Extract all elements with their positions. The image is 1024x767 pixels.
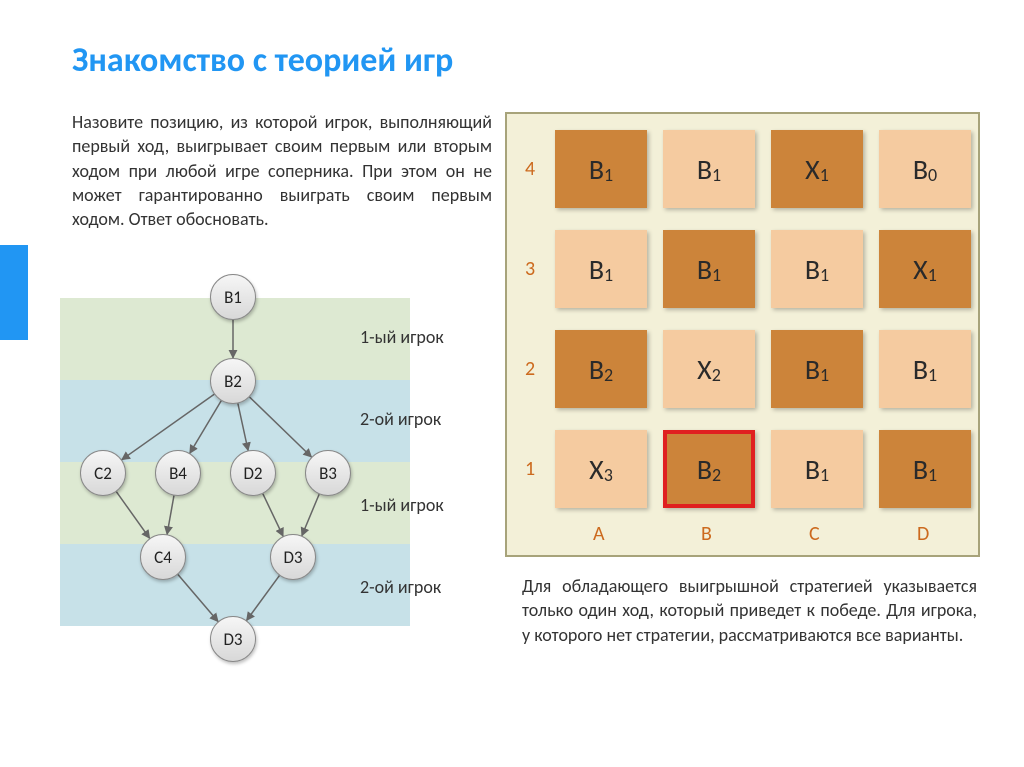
game-board: 4321ABCDB1B1X1B0B1B1B1X1B2X2B1B1X3B2B1B1: [505, 112, 980, 557]
board-cell: B2: [555, 330, 647, 408]
tree-edges: [60, 298, 500, 718]
board-cell: B1: [771, 230, 863, 308]
cell-subscript: 2: [712, 464, 721, 486]
tree-node: C2: [80, 450, 126, 496]
tree-node: C4: [140, 534, 186, 580]
cell-main: X: [805, 152, 820, 187]
col-label: A: [593, 522, 605, 546]
board-cell: B1: [879, 330, 971, 408]
board-cell: B1: [663, 130, 755, 208]
col-label: B: [701, 522, 712, 546]
tree-node: D3: [210, 616, 256, 662]
cell-main: B: [589, 352, 604, 387]
col-label: C: [809, 522, 820, 546]
tree-node: D3: [270, 534, 316, 580]
cell-subscript: 1: [820, 164, 829, 186]
col-label: D: [917, 522, 929, 546]
cell-subscript: 1: [820, 464, 829, 486]
board-cell: B1: [879, 430, 971, 508]
page-title: Знакомство с теорией игр: [72, 40, 453, 81]
cell-subscript: 3: [604, 464, 613, 486]
cell-subscript: 0: [928, 164, 937, 186]
tree-node: B1: [210, 274, 256, 320]
cell-main: B: [589, 152, 604, 187]
board-cell: B1: [555, 230, 647, 308]
cell-subscript: 1: [928, 264, 937, 286]
cell-subscript: 2: [604, 364, 613, 386]
board-cell: B1: [555, 130, 647, 208]
cell-main: B: [697, 152, 712, 187]
board-cell: B1: [663, 230, 755, 308]
row-label: 2: [525, 357, 535, 381]
cell-main: B: [805, 252, 820, 287]
row-label: 4: [525, 157, 535, 181]
cell-subscript: 1: [928, 464, 937, 486]
row-label: 3: [525, 257, 535, 281]
cell-main: B: [805, 452, 820, 487]
board-cell: B2: [663, 430, 755, 508]
board-cell: X1: [771, 130, 863, 208]
cell-main: X: [697, 352, 712, 387]
cell-subscript: 2: [712, 364, 721, 386]
cell-main: B: [805, 352, 820, 387]
bottom-paragraph: Для обладающего выигрышной стратегией ук…: [522, 574, 977, 647]
cell-subscript: 1: [820, 264, 829, 286]
cell-main: B: [697, 452, 712, 487]
cell-subscript: 1: [712, 264, 721, 286]
tree-node: B4: [155, 450, 201, 496]
intro-paragraph: Назовите позицию, из которой игрок, выпо…: [72, 110, 492, 231]
cell-main: B: [913, 152, 928, 187]
board-cell: B0: [879, 130, 971, 208]
cell-main: B: [697, 252, 712, 287]
game-tree-diagram: 1-ый игрок2-ой игрок1-ый игрок2-ой игрок…: [60, 298, 500, 718]
tree-node: B2: [210, 358, 256, 404]
tree-node: B3: [305, 450, 351, 496]
cell-subscript: 1: [604, 164, 613, 186]
cell-main: X: [589, 452, 604, 487]
board-cell: X2: [663, 330, 755, 408]
cell-subscript: 1: [712, 164, 721, 186]
cell-subscript: 1: [928, 364, 937, 386]
cell-main: B: [913, 452, 928, 487]
cell-main: B: [589, 252, 604, 287]
board-cell: B1: [771, 430, 863, 508]
board-cell: B1: [771, 330, 863, 408]
cell-subscript: 1: [820, 364, 829, 386]
tree-node: D2: [230, 450, 276, 496]
cell-main: B: [913, 352, 928, 387]
cell-main: X: [913, 252, 928, 287]
board-cell: X3: [555, 430, 647, 508]
cell-subscript: 1: [604, 264, 613, 286]
board-cell: X1: [879, 230, 971, 308]
decorative-sidebar: [0, 245, 28, 340]
row-label: 1: [525, 457, 535, 481]
